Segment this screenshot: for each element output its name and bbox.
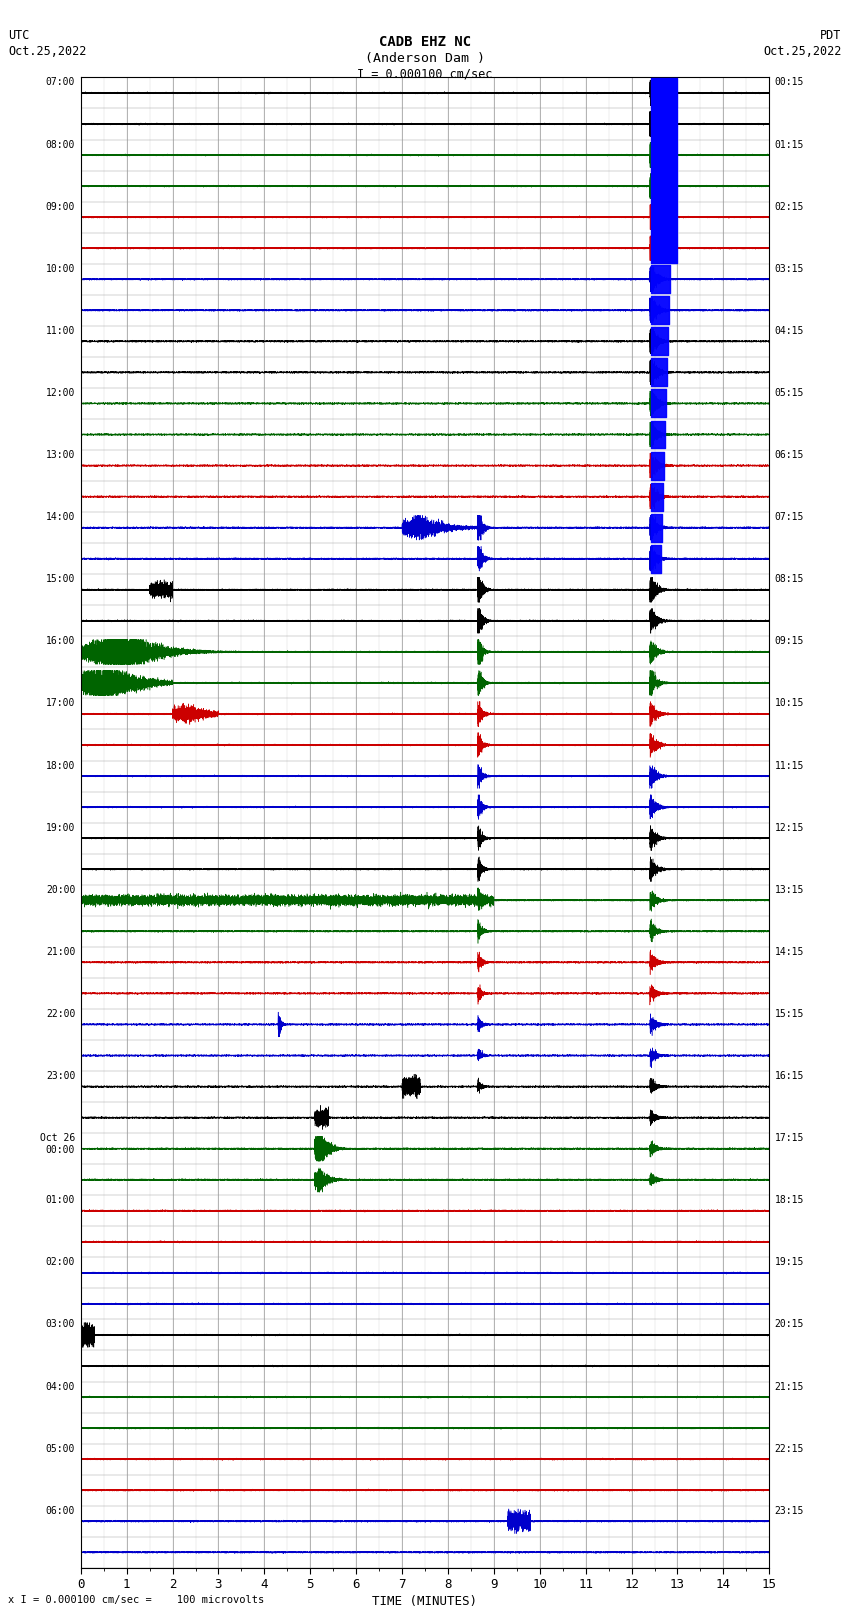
Text: 20:15: 20:15 [774, 1319, 804, 1329]
Text: Oct 26
00:00: Oct 26 00:00 [40, 1134, 76, 1155]
Text: 00:15: 00:15 [774, 77, 804, 87]
Text: 05:15: 05:15 [774, 389, 804, 398]
Text: 06:00: 06:00 [46, 1507, 76, 1516]
Text: I = 0.000100 cm/sec: I = 0.000100 cm/sec [357, 68, 493, 81]
Text: 09:15: 09:15 [774, 637, 804, 647]
Text: x I = 0.000100 cm/sec =    100 microvolts: x I = 0.000100 cm/sec = 100 microvolts [8, 1595, 264, 1605]
Text: 20:00: 20:00 [46, 884, 76, 895]
Text: 01:15: 01:15 [774, 140, 804, 150]
Text: 11:15: 11:15 [774, 761, 804, 771]
Text: 10:15: 10:15 [774, 698, 804, 708]
Text: 21:00: 21:00 [46, 947, 76, 957]
Text: 16:15: 16:15 [774, 1071, 804, 1081]
Text: Oct.25,2022: Oct.25,2022 [763, 45, 842, 58]
Text: 17:15: 17:15 [774, 1134, 804, 1144]
Text: 18:00: 18:00 [46, 761, 76, 771]
Text: 11:00: 11:00 [46, 326, 76, 336]
Text: CADB EHZ NC: CADB EHZ NC [379, 35, 471, 50]
Text: 02:00: 02:00 [46, 1258, 76, 1268]
X-axis label: TIME (MINUTES): TIME (MINUTES) [372, 1595, 478, 1608]
Text: 19:15: 19:15 [774, 1258, 804, 1268]
Text: 15:15: 15:15 [774, 1010, 804, 1019]
Text: 04:00: 04:00 [46, 1381, 76, 1392]
Text: 04:15: 04:15 [774, 326, 804, 336]
Text: 13:00: 13:00 [46, 450, 76, 460]
Text: UTC: UTC [8, 29, 30, 42]
Text: 23:15: 23:15 [774, 1507, 804, 1516]
Text: 07:00: 07:00 [46, 77, 76, 87]
Text: 16:00: 16:00 [46, 637, 76, 647]
Text: 03:00: 03:00 [46, 1319, 76, 1329]
Text: 12:15: 12:15 [774, 823, 804, 832]
Text: (Anderson Dam ): (Anderson Dam ) [365, 52, 485, 65]
Text: 14:15: 14:15 [774, 947, 804, 957]
Text: 01:00: 01:00 [46, 1195, 76, 1205]
Text: 10:00: 10:00 [46, 265, 76, 274]
Text: 08:15: 08:15 [774, 574, 804, 584]
Text: 05:00: 05:00 [46, 1444, 76, 1453]
Text: 21:15: 21:15 [774, 1381, 804, 1392]
Text: 12:00: 12:00 [46, 389, 76, 398]
Text: 22:00: 22:00 [46, 1010, 76, 1019]
Text: 19:00: 19:00 [46, 823, 76, 832]
Text: PDT: PDT [820, 29, 842, 42]
Text: 15:00: 15:00 [46, 574, 76, 584]
Text: 07:15: 07:15 [774, 513, 804, 523]
Text: 13:15: 13:15 [774, 884, 804, 895]
Text: 08:00: 08:00 [46, 140, 76, 150]
Text: 17:00: 17:00 [46, 698, 76, 708]
Text: 22:15: 22:15 [774, 1444, 804, 1453]
Text: Oct.25,2022: Oct.25,2022 [8, 45, 87, 58]
Text: 14:00: 14:00 [46, 513, 76, 523]
Text: 06:15: 06:15 [774, 450, 804, 460]
Text: 18:15: 18:15 [774, 1195, 804, 1205]
Text: 02:15: 02:15 [774, 202, 804, 211]
Text: 03:15: 03:15 [774, 265, 804, 274]
Text: 23:00: 23:00 [46, 1071, 76, 1081]
Text: 09:00: 09:00 [46, 202, 76, 211]
